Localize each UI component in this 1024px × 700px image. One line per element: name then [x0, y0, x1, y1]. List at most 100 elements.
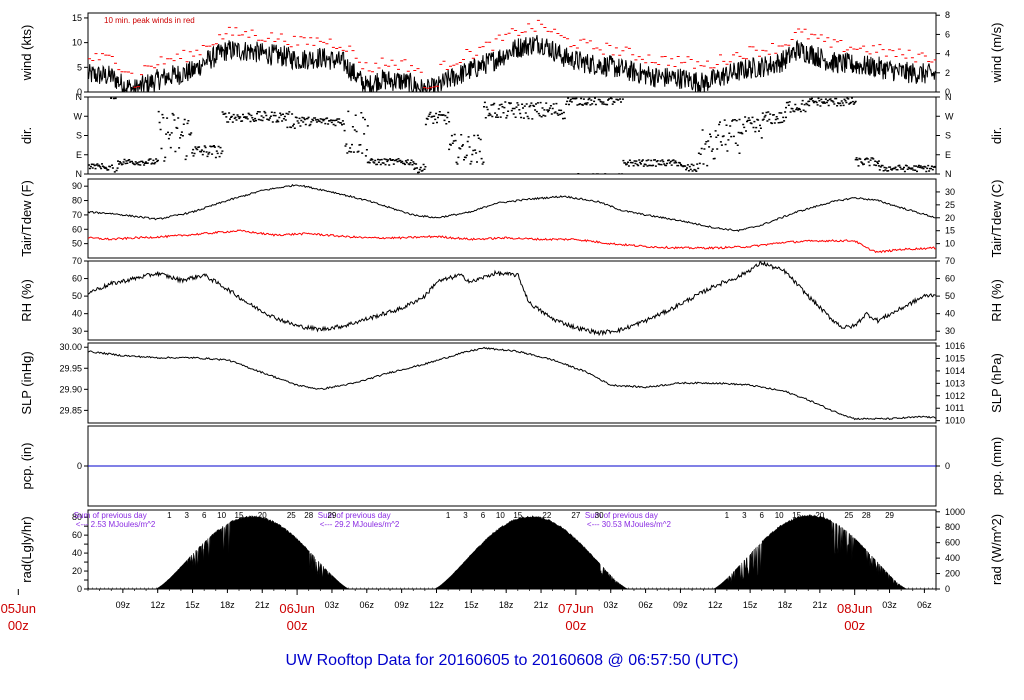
pcp-ytick-label: 0	[77, 461, 82, 471]
rad-hour-mark: 10	[217, 511, 226, 520]
dir-y2tick-label: N	[945, 169, 952, 179]
rad-y2tick-label: 0	[945, 584, 950, 594]
rad-sum-title: Sum of previous day	[74, 511, 147, 520]
x-tick-label: 12z	[708, 600, 723, 610]
slp-frame	[87, 342, 937, 424]
wind-ytick-label: 5	[77, 62, 82, 72]
wind-panel: 0 5 10 15 0 2 4 6 8 wind (kts) wind (m/s) 10 min. p…	[19, 10, 1004, 97]
slp-plot-area	[88, 346, 936, 421]
slp-y2tick-label: 1010	[945, 416, 965, 426]
wind-plot-area	[88, 19, 936, 92]
slp-y2tick-label: 1013	[945, 378, 965, 388]
rad-ytick-label: 60	[72, 530, 82, 540]
x-tick-label: 18z	[499, 600, 514, 610]
x-tick-label: 03z	[882, 600, 897, 610]
slp-y2tick-label: 1015	[945, 353, 965, 363]
slp-ytick-label: 29.90	[59, 384, 82, 394]
slp-series-slp	[88, 346, 936, 421]
rad-hour-mark: 6	[481, 511, 486, 520]
rh-ytick-label: 70	[72, 256, 82, 266]
dir-y2tick-label: N	[945, 92, 952, 102]
temp-plot-area	[88, 183, 936, 254]
temp-y2label: Tair/Tdew (C)	[989, 179, 1004, 257]
x-tick-label: 03z	[603, 600, 618, 610]
temp-panel: 50 60 70 80 90 10 15 20 25 30 Tair/Tdew (F) Tair/Td…	[19, 178, 1004, 259]
rh-y2tick-label: 60	[945, 274, 955, 284]
x-tick-label: 09z	[394, 600, 409, 610]
rh-ytick-label: 50	[72, 291, 82, 301]
dir-ytick-label: W	[74, 111, 83, 121]
rad-hour-mark: 20	[258, 511, 267, 520]
wind-y2tick-label: 8	[945, 10, 950, 20]
wind-y2tick-label: 6	[945, 29, 950, 39]
pcp-panel: 0 0 pcp. (in) pcp. (mm)	[19, 425, 1004, 507]
wind-ytick-label: 0	[77, 87, 82, 97]
rad-hour-mark: 10	[775, 511, 784, 520]
rad-sum-value: <--- 30.53 MJoules/m^2	[587, 520, 672, 529]
rad-hour-mark: 20	[815, 511, 824, 520]
rh-y2tick-label: 70	[945, 256, 955, 266]
x-tick-label: 09z	[116, 600, 131, 610]
day-label-time: 00z	[565, 618, 586, 633]
dir-ylabel: dir.	[19, 127, 34, 144]
x-tick-label: 15z	[185, 600, 200, 610]
rad-sum-title: Sum of previous day	[585, 511, 658, 520]
dir-ytick-label: N	[76, 169, 83, 179]
day-label-date: 06Jun	[279, 601, 314, 616]
day-label-time: 00z	[287, 618, 308, 633]
x-tick-label: 21z	[813, 600, 828, 610]
rh-ytick-label: 40	[72, 309, 82, 319]
rh-ylabel: RH (%)	[19, 279, 34, 322]
wind-peak-series	[88, 19, 936, 89]
rad-sum-title: Sum of previous day	[318, 511, 391, 520]
wind-series-mean	[88, 35, 936, 92]
day-label-date: 07Jun	[558, 601, 593, 616]
wind-ytick-label: 10	[72, 38, 82, 48]
rad-sum-value: <--- 2.53 MJoules/m^2	[76, 520, 156, 529]
day-label-time: 00z	[8, 618, 29, 633]
temp-y2tick-label: 20	[945, 213, 955, 223]
rh-y2tick-label: 30	[945, 326, 955, 336]
rh-ytick-label: 30	[72, 326, 82, 336]
rad-y2tick-label: 200	[945, 569, 960, 579]
pcp-y2label: pcp. (mm)	[989, 437, 1004, 496]
rad-sum-value: <--- 29.2 MJoules/m^2	[320, 520, 400, 529]
x-tick-label: 21z	[534, 600, 549, 610]
rad-hour-mark: 6	[760, 511, 765, 520]
x-tick-label: 18z	[220, 600, 235, 610]
x-tick-label: 09z	[673, 600, 688, 610]
wind-frame	[87, 12, 937, 93]
rad-ylabel: rad(Lgly/hr)	[19, 516, 34, 582]
rh-plot-area	[88, 261, 936, 337]
rad-y2tick-label: 600	[945, 538, 960, 548]
rad-y2tick-label: 400	[945, 553, 960, 563]
x-axis: 09z 12z 15z 18z 21z 03z 06z 09z 12z 15z 18z 21z 03z 0…	[1, 589, 937, 633]
rad-hour-mark: 28	[304, 511, 313, 520]
rad-hour-mark: 22	[542, 511, 551, 520]
day-label-date: 08Jun	[837, 601, 872, 616]
rad-hour-mark: 15	[513, 511, 522, 520]
rad-ytick-label: 40	[72, 548, 82, 558]
rad-hour-mark: 29	[885, 511, 894, 520]
rad-hour-mark: 25	[844, 511, 853, 520]
wind-y2label: wind (m/s)	[989, 23, 1004, 84]
wind-y2tick-label: 2	[945, 68, 950, 78]
chart-title: UW Rooftop Data for 20160605 to 20160608…	[286, 652, 739, 669]
rad-hour-mark: 1	[725, 511, 730, 520]
x-tick-label: 06z	[638, 600, 653, 610]
rh-series-rh	[88, 261, 936, 337]
rad-hour-mark: 28	[862, 511, 871, 520]
rh-y2label: RH (%)	[989, 279, 1004, 322]
wind-y2tick-label: 0	[945, 87, 950, 97]
x-tick-label: 06z	[360, 600, 375, 610]
rad-y2tick-label: 1000	[945, 507, 965, 517]
rad-hour-mark: 30	[595, 511, 604, 520]
dir-y2label: dir.	[989, 127, 1004, 144]
temp-series-tdew	[88, 229, 936, 254]
x-tick-label: 15z	[464, 600, 479, 610]
dir-ytick-label: N	[76, 92, 83, 102]
x-tick-label: 21z	[255, 600, 270, 610]
rad-hour-mark: 3	[463, 511, 468, 520]
